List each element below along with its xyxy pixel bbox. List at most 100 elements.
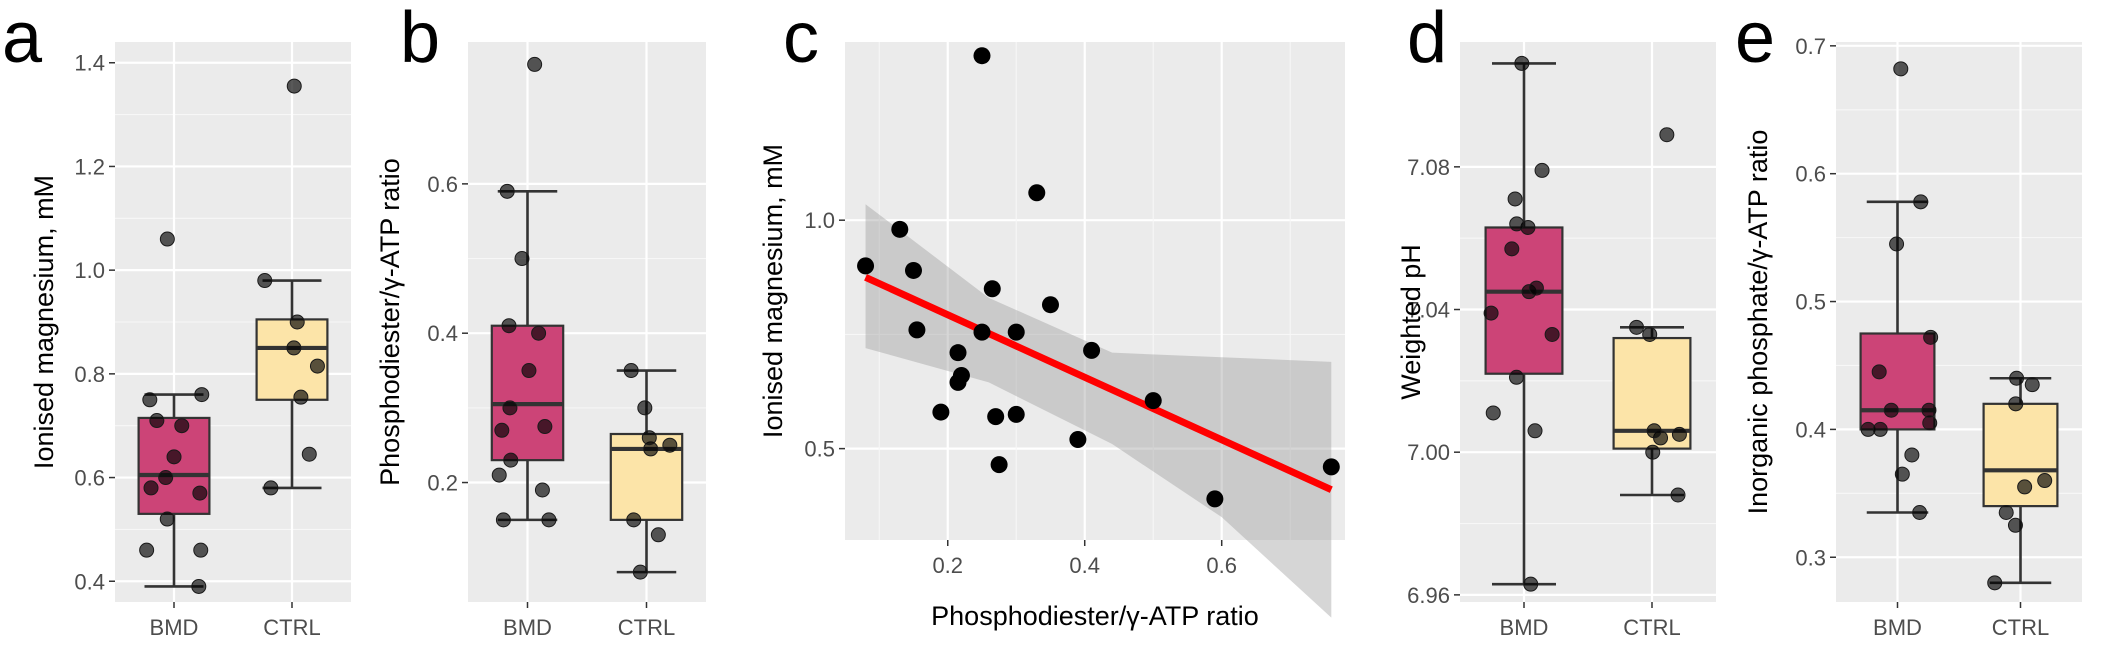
data-point [1646, 423, 1662, 439]
data-point [1893, 61, 1909, 77]
box-group-ctrl [1982, 370, 2059, 591]
scatter-point [891, 220, 909, 238]
y-tick-label: 0.3 [1795, 545, 1826, 570]
panel-e: 0.3 0.4 0.5 0.6 0.7 Inorganic phosphate/γ-ATP… [1735, 0, 2082, 640]
data-point [662, 437, 678, 453]
data-point [495, 512, 511, 528]
panel-c: 0.5 1.0 Ionised magnesium, mM c 0.2 0.4 0.6 Pho… [758, 0, 1345, 631]
data-point [1659, 127, 1675, 143]
y-tick-label: 1.2 [74, 154, 105, 179]
scatter-point [952, 367, 970, 385]
data-point [1894, 466, 1910, 482]
panel-letter: d [1407, 0, 1447, 78]
data-point [2008, 396, 2024, 412]
data-point [1514, 55, 1530, 71]
data-point [191, 578, 207, 594]
data-point [641, 430, 657, 446]
x-tick-label: 0.6 [1206, 553, 1237, 578]
data-point [1509, 216, 1525, 232]
x-tick-label: BMD [1873, 615, 1922, 640]
box [490, 324, 565, 462]
data-point [143, 480, 159, 496]
data-point [1645, 444, 1661, 460]
y-tick-label: 0.6 [1795, 162, 1826, 187]
data-point [531, 325, 547, 341]
y-tick-label: 0.5 [1795, 290, 1826, 315]
data-point [159, 231, 175, 247]
x-tick-label: BMD [150, 615, 199, 640]
panel-letter: e [1735, 0, 1775, 78]
data-point [1483, 305, 1499, 321]
scatter-point [932, 403, 950, 421]
data-point [142, 392, 158, 408]
data-point [158, 470, 174, 486]
data-point [502, 400, 518, 416]
y-tick-label: 0.6 [74, 466, 105, 491]
data-point [541, 512, 557, 528]
data-point [527, 56, 543, 72]
data-point [1534, 162, 1550, 178]
data-point [499, 183, 515, 199]
y-tick-label: 0.4 [74, 569, 105, 594]
scatter-point [973, 323, 991, 341]
panel-b: 0.2 0.4 0.6 Phosphodiester/γ-ATP ratio b BMD C… [375, 0, 706, 640]
data-point [1504, 241, 1520, 257]
x-tick-label: BMD [1500, 615, 1549, 640]
scatter-point [1007, 405, 1025, 423]
data-point [1923, 329, 1939, 345]
box [1484, 226, 1564, 375]
panel-letter: c [783, 0, 819, 78]
y-tick-label: 1.0 [804, 208, 835, 233]
data-point [1889, 236, 1905, 252]
data-point [637, 400, 653, 416]
data-point [503, 452, 519, 468]
data-point [1987, 575, 2003, 591]
data-point [1507, 191, 1523, 207]
scatter-point [1322, 458, 1340, 476]
box-group-bmd [1859, 61, 1939, 521]
scatter-point [904, 261, 922, 279]
data-point [2024, 377, 2040, 393]
box-group-ctrl [609, 363, 684, 580]
data-point [166, 449, 182, 465]
data-point [2007, 517, 2023, 533]
panel-background [1836, 42, 2082, 602]
y-axis-title: Weighted pH [1396, 244, 1426, 400]
scatter-point [1069, 430, 1087, 448]
y-axis-title: Inorganic phosphate/γ-ATP ratio [1743, 130, 1773, 515]
data-point [537, 419, 553, 435]
panel-letter: b [400, 0, 440, 78]
data-point [1509, 369, 1525, 385]
data-point [194, 387, 210, 403]
data-point [494, 422, 510, 438]
x-tick-label: CTRL [618, 615, 675, 640]
data-point [521, 363, 537, 379]
scatter-point [908, 321, 926, 339]
y-tick-label: 0.2 [427, 471, 458, 496]
data-point [650, 527, 666, 543]
panel-d: 6.96 7.00 7.04 7.08 Weighted pH d BMD CTRL [1396, 0, 1716, 640]
data-point [491, 467, 507, 483]
box-group-ctrl [255, 78, 329, 496]
data-point [159, 511, 175, 527]
data-point [1883, 402, 1899, 418]
data-point [1629, 319, 1645, 335]
data-point [1670, 487, 1686, 503]
data-point [174, 418, 190, 434]
scatter-point [990, 456, 1008, 474]
data-point [149, 413, 165, 429]
data-point [1922, 415, 1938, 431]
y-tick-label: 0.5 [804, 437, 835, 462]
data-point [1904, 447, 1920, 463]
x-tick-label: CTRL [263, 615, 320, 640]
y-axis-title: Phosphodiester/γ-ATP ratio [375, 158, 405, 486]
scatter-point [983, 280, 1001, 298]
data-point [1921, 402, 1937, 418]
panel-a: 0.4 0.6 0.8 1.0 1.2 1.4 Ionised magnesium, mM a… [2, 0, 351, 640]
data-point [1544, 326, 1560, 342]
box-group-bmd [490, 56, 565, 528]
data-point [1872, 421, 1888, 437]
data-point [623, 363, 639, 379]
data-point [2017, 479, 2033, 495]
